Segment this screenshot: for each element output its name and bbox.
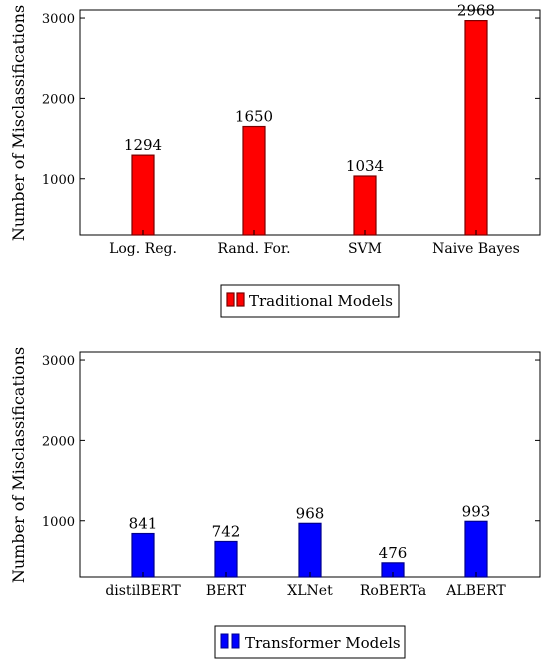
y-tick-label: 3000 (42, 12, 75, 27)
y-ticks: 1000 2000 3000 (42, 354, 540, 530)
y-axis-label: Number of Misclassifications (9, 347, 28, 583)
bar (131, 154, 155, 236)
y-tick-label: 1000 (42, 515, 75, 530)
legend-swatch (226, 292, 245, 307)
bars (131, 520, 488, 578)
y-axis-label: Number of Misclassifications (9, 5, 28, 241)
legend: Transformer Models (214, 625, 406, 659)
bars (131, 20, 488, 236)
legend-label: Traditional Models (249, 292, 393, 310)
data-label: 968 (296, 504, 325, 522)
data-label: 476 (379, 544, 408, 562)
bar (464, 520, 488, 578)
legend-box (220, 284, 400, 318)
x-tick-label: ALBERT (445, 583, 506, 599)
legend-label: Transformer Models (245, 634, 401, 652)
x-tick-label: Naive Bayes (432, 241, 520, 257)
plot-frame (79, 9, 541, 236)
x-tick-labels: Log. Reg. Rand. For. SVM Naive Bayes (109, 230, 520, 257)
legend-box (214, 625, 406, 659)
bar (464, 20, 488, 236)
y-tick-label: 3000 (42, 354, 75, 369)
y-ticks: 1000 2000 3000 (42, 12, 540, 188)
bar (214, 540, 238, 578)
y-tick-label: 1000 (42, 173, 75, 188)
x-tick-label: Log. Reg. (109, 241, 177, 257)
data-label: 1294 (124, 136, 162, 154)
bar (353, 175, 377, 236)
x-tick-label: distilBERT (105, 583, 181, 599)
x-tick-label: XLNet (287, 583, 333, 599)
data-labels: 841 742 968 476 993 (129, 502, 491, 562)
legend-swatch (220, 633, 240, 649)
y-tick-label: 2000 (42, 92, 75, 107)
data-label: 2968 (457, 2, 495, 20)
data-label: 841 (129, 515, 158, 533)
y-tick-label: 2000 (42, 434, 75, 449)
x-tick-labels: distilBERT BERT XLNet RoBERTa ALBERT (105, 572, 506, 599)
data-label: 742 (212, 522, 241, 540)
traditional-models-chart: Number of Misclassifications 1000 2000 300… (9, 2, 541, 318)
data-label: 1034 (346, 157, 384, 175)
data-label: 1650 (235, 108, 273, 126)
transformer-models-chart: Number of Misclassifications 1000 2000 300… (9, 347, 541, 659)
legend: Traditional Models (220, 284, 400, 318)
bar (242, 125, 266, 236)
data-label: 993 (462, 502, 491, 520)
x-tick-label: Rand. For. (217, 241, 290, 257)
bar (131, 532, 155, 578)
x-tick-label: RoBERTa (360, 583, 426, 599)
bar (298, 522, 322, 578)
x-tick-label: SVM (348, 241, 382, 257)
data-labels: 1294 1650 1034 2968 (124, 2, 495, 175)
x-tick-label: BERT (206, 583, 247, 599)
